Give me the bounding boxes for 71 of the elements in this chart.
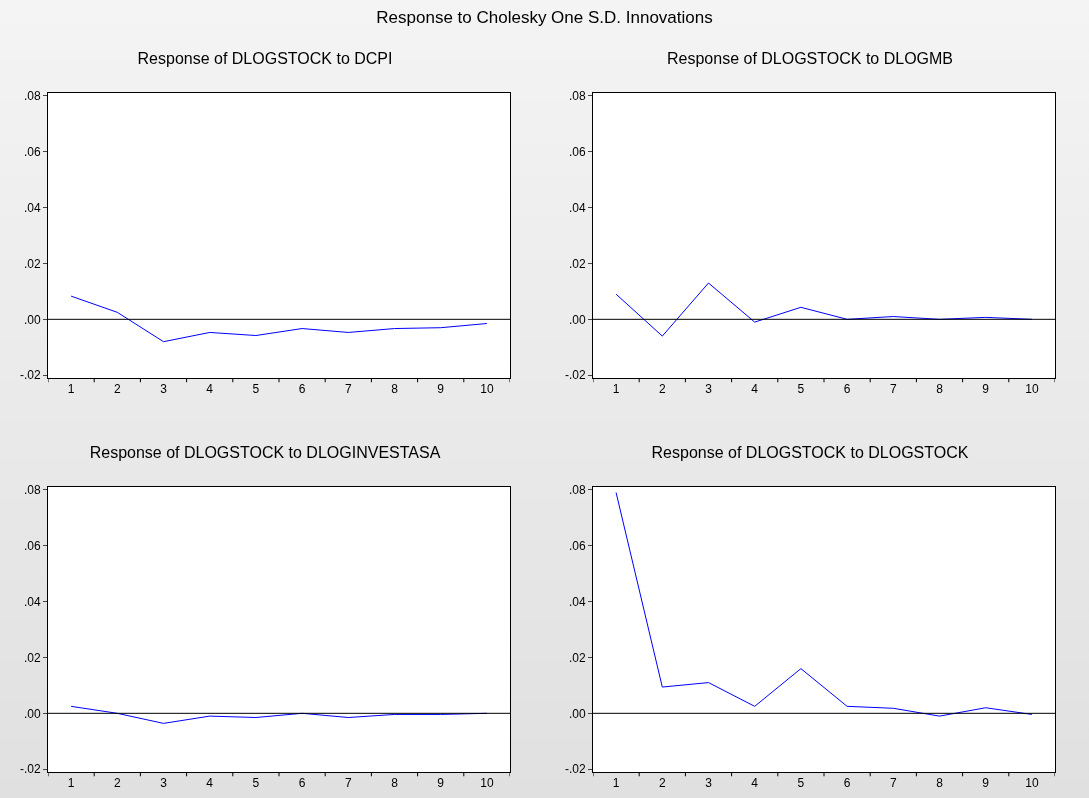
- x-tick-label: 9: [982, 382, 990, 397]
- x-tick-label: 7: [344, 776, 352, 791]
- y-tick-label: .06: [23, 144, 41, 159]
- x-tick-label: 4: [751, 382, 759, 397]
- x-tick-label: 5: [797, 776, 805, 791]
- x-tick-label: 4: [751, 776, 759, 791]
- chart-title: Response of DLOGSTOCK to DLOGSTOCK: [651, 444, 969, 461]
- x-tick-label: 8: [391, 776, 399, 791]
- x-tick-label: 5: [252, 776, 260, 791]
- y-tick-label: .04: [568, 594, 586, 609]
- x-tick-label: 2: [113, 382, 121, 397]
- x-tick-label: 6: [843, 382, 851, 397]
- chart-title: Response of DLOGSTOCK to DLOGMB: [666, 50, 954, 67]
- y-tick-label: -.02: [19, 368, 41, 383]
- y-tick-label: .00: [23, 312, 41, 327]
- x-tick-label: 7: [344, 382, 352, 397]
- y-tick-label: .06: [23, 538, 41, 553]
- y-tick-label: .02: [23, 256, 41, 271]
- x-tick-label: 6: [843, 776, 851, 791]
- y-tick-label: .04: [23, 200, 41, 215]
- y-tick-label: .08: [568, 482, 586, 497]
- chart-title: Response of DLOGSTOCK to DCPI: [137, 50, 393, 67]
- line-series: [615, 492, 1033, 717]
- x-tick-label: 10: [480, 382, 494, 397]
- x-tick-label: 7: [889, 776, 897, 791]
- x-tick-label: 1: [67, 776, 75, 791]
- y-tick-label: .06: [568, 144, 586, 159]
- x-tick-label: 2: [658, 382, 666, 397]
- x-tick-label: 3: [160, 382, 168, 397]
- y-tick-label: .08: [568, 88, 586, 103]
- x-tick-label: 9: [437, 382, 445, 397]
- x-tick-label: 10: [480, 776, 494, 791]
- x-tick-label: 10: [1025, 776, 1039, 791]
- x-tick-label: 9: [982, 776, 990, 791]
- x-tick-label: 7: [889, 382, 897, 397]
- text: Response to Cholesky One S.D. Innovations: [375, 8, 714, 28]
- y-tick-label: .04: [23, 594, 41, 609]
- x-tick-label: 1: [67, 382, 75, 397]
- x-tick-label: 5: [252, 382, 260, 397]
- x-tick-label: 6: [298, 382, 306, 397]
- x-tick-label: 1: [612, 382, 620, 397]
- line-series: [70, 295, 488, 343]
- x-tick-label: 6: [298, 776, 306, 791]
- x-tick-label: 2: [113, 776, 121, 791]
- y-tick-label: .08: [23, 88, 41, 103]
- x-tick-label: 3: [160, 776, 168, 791]
- y-tick-label: .00: [568, 312, 586, 327]
- y-tick-label: .06: [568, 538, 586, 553]
- y-tick-label: -.02: [564, 762, 586, 777]
- x-tick-label: 8: [936, 776, 944, 791]
- x-tick-label: 8: [391, 382, 399, 397]
- y-tick-label: .08: [23, 482, 41, 497]
- chart-title: Response of DLOGSTOCK to DLOGINVESTASA: [89, 444, 441, 461]
- y-tick-label: .00: [568, 706, 586, 721]
- x-tick-label: 5: [797, 382, 805, 397]
- x-tick-label: 4: [206, 776, 214, 791]
- y-tick-label: -.02: [19, 762, 41, 777]
- x-tick-label: 1: [612, 776, 620, 791]
- x-tick-label: 3: [705, 776, 713, 791]
- y-tick-label: .00: [23, 706, 41, 721]
- y-tick-label: .02: [568, 650, 586, 665]
- y-tick-label: .04: [568, 200, 586, 215]
- x-tick-label: 3: [705, 382, 713, 397]
- y-tick-label: .02: [23, 650, 41, 665]
- x-tick-label: 2: [658, 776, 666, 791]
- y-tick-label: -.02: [564, 368, 586, 383]
- x-tick-label: 4: [206, 382, 214, 397]
- x-tick-label: 10: [1025, 382, 1039, 397]
- y-tick-label: .02: [568, 256, 586, 271]
- x-tick-label: 8: [936, 382, 944, 397]
- x-tick-label: 9: [437, 776, 445, 791]
